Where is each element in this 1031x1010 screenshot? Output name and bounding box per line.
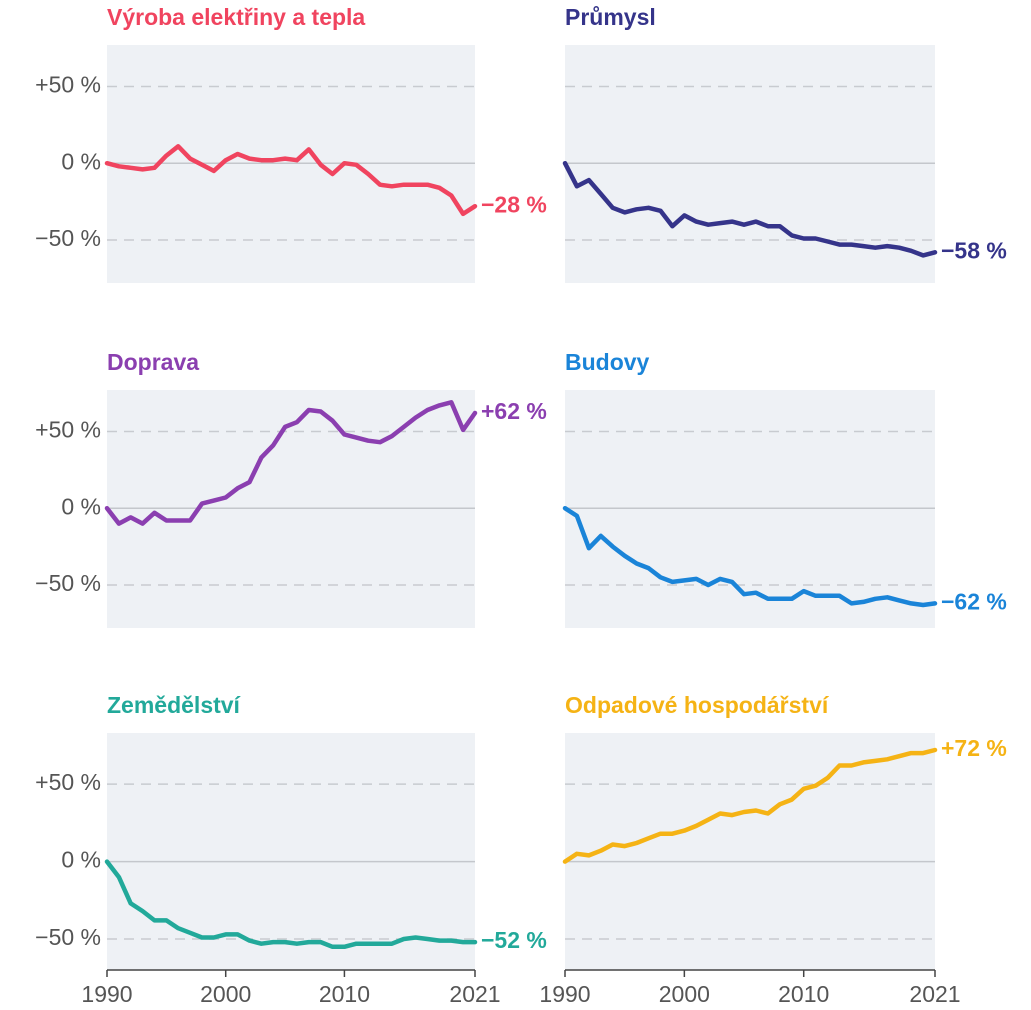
y-tick-label: +50 % xyxy=(35,72,101,98)
x-tick-label: 2021 xyxy=(909,981,960,1007)
panel-title: Doprava xyxy=(107,349,199,375)
end-label: +72 % xyxy=(941,735,1007,761)
plot-background xyxy=(107,733,475,970)
plot-background xyxy=(107,390,475,628)
y-tick-label: −50 % xyxy=(35,924,101,950)
plot-background xyxy=(565,45,935,283)
end-label: −58 % xyxy=(941,237,1007,263)
panel-title: Výroba elektřiny a tepla xyxy=(107,4,365,30)
end-label: −62 % xyxy=(941,589,1007,615)
end-label: −52 % xyxy=(481,927,547,953)
y-tick-label: +50 % xyxy=(35,417,101,443)
x-tick-label: 2021 xyxy=(449,981,500,1007)
plot-background xyxy=(565,733,935,970)
panel-title: Budovy xyxy=(565,349,650,375)
panel-title: Zemědělství xyxy=(107,692,242,718)
data-line xyxy=(104,859,478,950)
data-line xyxy=(562,160,938,258)
end-label: −28 % xyxy=(481,191,547,217)
plot-background xyxy=(107,45,475,283)
x-tick-label: 1990 xyxy=(81,981,132,1007)
panel-title: Průmysl xyxy=(565,4,656,30)
y-tick-label: −50 % xyxy=(35,570,101,596)
y-tick-label: −50 % xyxy=(35,225,101,251)
x-tick-label: 2000 xyxy=(200,981,251,1007)
y-tick-label: +50 % xyxy=(35,769,101,795)
y-tick-label: 0 % xyxy=(61,148,101,174)
panel-title: Odpadové hospodářství xyxy=(565,692,830,718)
plot-background xyxy=(565,390,935,628)
y-tick-label: 0 % xyxy=(61,847,101,873)
data-line xyxy=(562,747,938,864)
x-tick-label: 2000 xyxy=(659,981,710,1007)
data-line xyxy=(562,505,938,608)
y-tick-label: 0 % xyxy=(61,493,101,519)
data-line xyxy=(104,144,478,217)
x-tick-label: 2010 xyxy=(319,981,370,1007)
data-line xyxy=(104,400,478,526)
end-label: +62 % xyxy=(481,398,547,424)
x-tick-label: 2010 xyxy=(778,981,829,1007)
x-tick-label: 1990 xyxy=(539,981,590,1007)
